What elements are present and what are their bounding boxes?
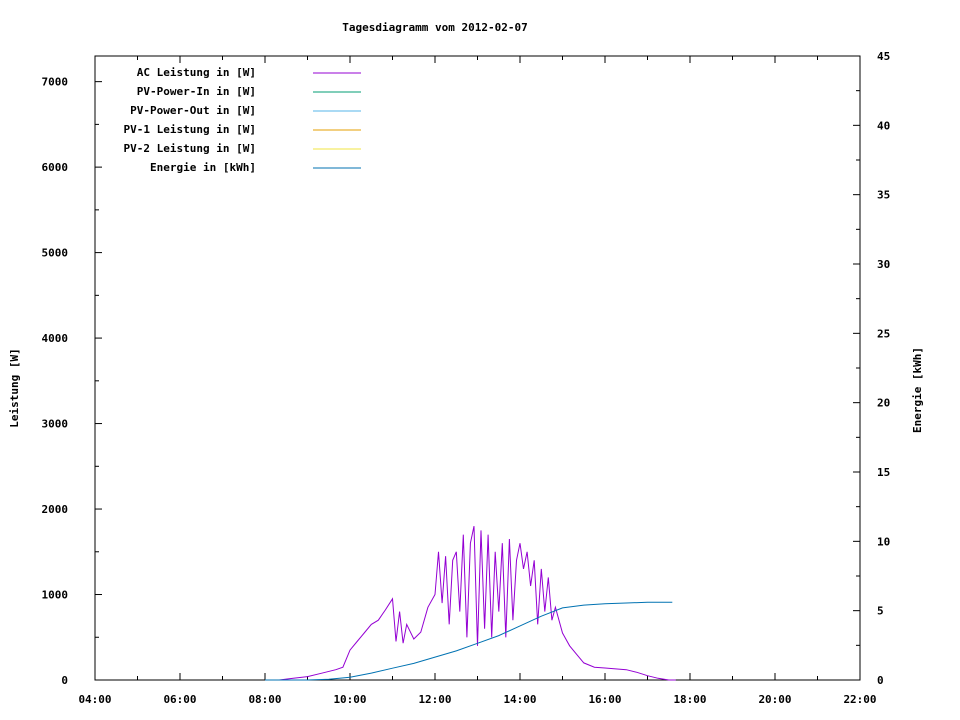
x-tick-label: 18:00 bbox=[673, 693, 706, 706]
y2-tick-label: 10 bbox=[877, 535, 890, 548]
series-group bbox=[265, 525, 676, 681]
y-tick-label: 4000 bbox=[42, 332, 69, 345]
series-line-5 bbox=[265, 601, 673, 681]
x-tick-label: 22:00 bbox=[843, 693, 876, 706]
y-tick-label: 3000 bbox=[42, 418, 69, 431]
legend-label: PV-2 Leistung in [W] bbox=[124, 142, 256, 155]
x-tick-label: 12:00 bbox=[418, 693, 451, 706]
y2-axis-label: Energie [kWh] bbox=[911, 347, 924, 433]
y-axis-label: Leistung [W] bbox=[8, 348, 21, 427]
x-tick-label: 08:00 bbox=[248, 693, 281, 706]
chart-title: Tagesdiagramm vom 2012-02-07 bbox=[342, 21, 527, 34]
y2-tick-label: 35 bbox=[877, 189, 890, 202]
y-tick-label: 5000 bbox=[42, 247, 69, 260]
y2-tick-label: 45 bbox=[877, 50, 890, 63]
y-tick-label: 0 bbox=[61, 674, 68, 687]
y2-tick-label: 30 bbox=[877, 258, 890, 271]
y2-tick-label: 25 bbox=[877, 327, 890, 340]
y-tick-label: 6000 bbox=[42, 161, 69, 174]
y-tick-label: 7000 bbox=[42, 76, 69, 89]
x-tick-label: 16:00 bbox=[588, 693, 621, 706]
legend-label: AC Leistung in [W] bbox=[137, 66, 256, 79]
y2-tick-label: 15 bbox=[877, 466, 890, 479]
y-axis: 0 1000 2000 3000 4000 5000 6000 7000 bbox=[42, 76, 102, 687]
y2-tick-label: 40 bbox=[877, 119, 890, 132]
legend-label: PV-Power-Out in [W] bbox=[130, 104, 256, 117]
x-tick-label: 04:00 bbox=[78, 693, 111, 706]
x-tick-label: 06:00 bbox=[163, 693, 196, 706]
y-tick-label: 2000 bbox=[42, 503, 69, 516]
x-tick-label: 14:00 bbox=[503, 693, 536, 706]
legend-label: Energie in [kWh] bbox=[150, 161, 256, 174]
x-tick-label: 20:00 bbox=[758, 693, 791, 706]
y2-tick-label: 5 bbox=[877, 605, 884, 618]
y2-tick-label: 0 bbox=[877, 674, 884, 687]
legend: AC Leistung in [W] PV-Power-In in [W] PV-P… bbox=[124, 66, 361, 174]
y2-axis: 0 5 10 15 20 25 30 35 40 45 bbox=[853, 50, 890, 687]
legend-label: PV-Power-In in [W] bbox=[137, 85, 256, 98]
x-axis: 04:00 06:00 08:00 10:00 12:00 14:00 16:00 18:00… bbox=[78, 56, 877, 706]
legend-label: PV-1 Leistung in [W] bbox=[124, 123, 256, 136]
y2-tick-label: 20 bbox=[877, 397, 890, 410]
series-line-0 bbox=[279, 525, 676, 681]
x-tick-label: 10:00 bbox=[333, 693, 366, 706]
y-tick-label: 1000 bbox=[42, 589, 69, 602]
